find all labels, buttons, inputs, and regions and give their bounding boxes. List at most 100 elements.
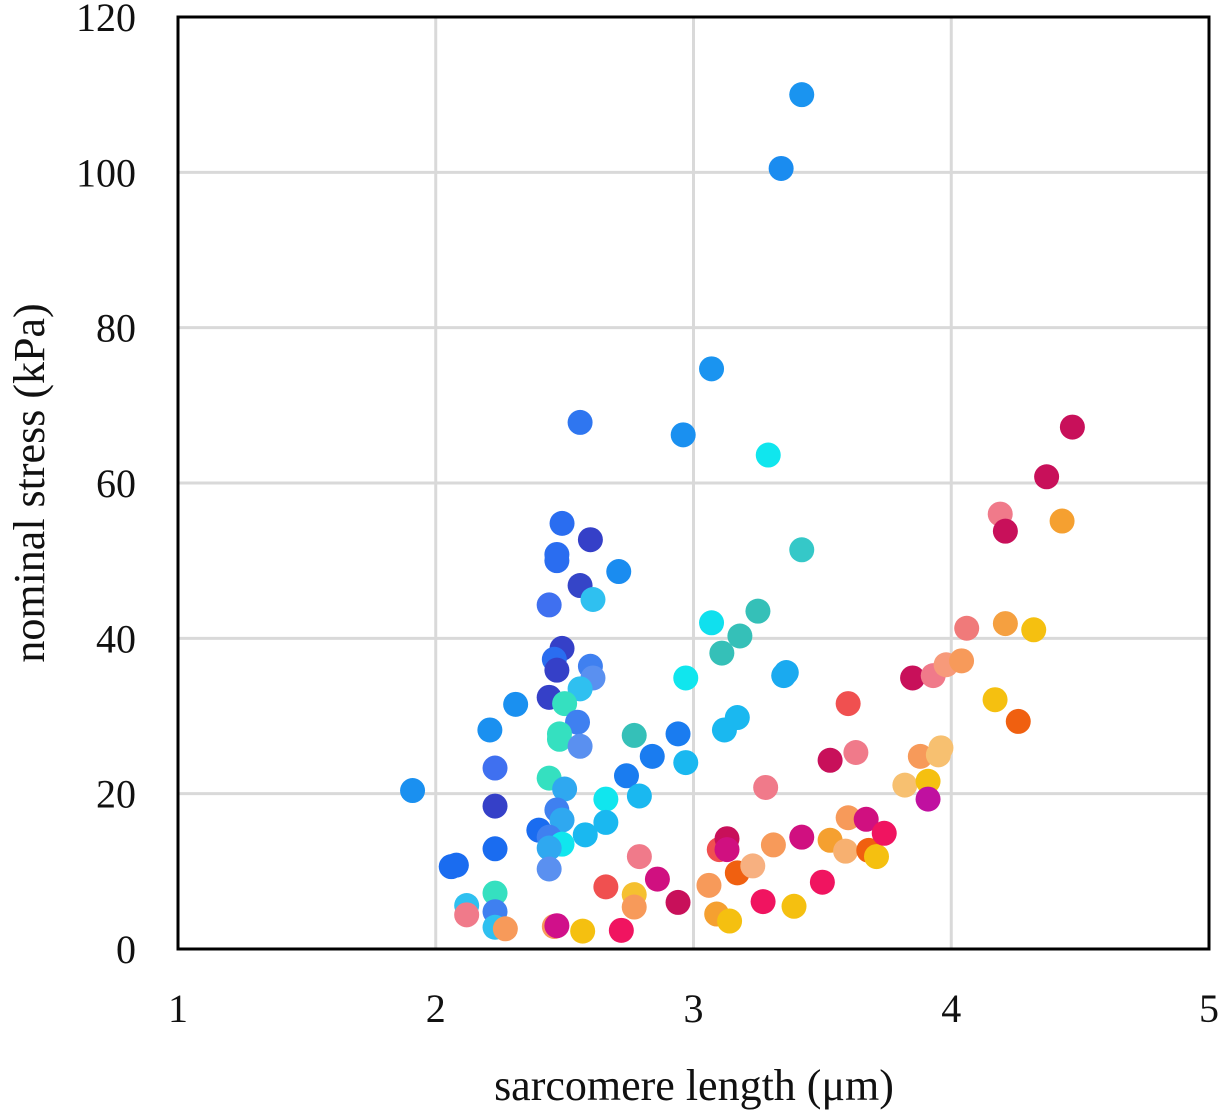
data-point xyxy=(454,902,480,928)
data-point xyxy=(570,918,596,944)
data-point xyxy=(593,786,619,812)
data-point xyxy=(482,755,508,781)
data-point xyxy=(626,844,652,870)
y-tick-label: 120 xyxy=(76,0,136,40)
data-point xyxy=(1005,708,1031,734)
data-point xyxy=(482,836,508,862)
data-point xyxy=(789,824,815,850)
x-tick-label: 5 xyxy=(1199,986,1219,1031)
data-point xyxy=(567,409,593,435)
data-point xyxy=(549,510,575,536)
data-points xyxy=(400,82,1085,944)
data-point xyxy=(871,820,897,846)
x-tick-label: 2 xyxy=(426,986,446,1031)
y-tick-labels: 0 20 40 60 80 100 120 xyxy=(76,0,136,972)
data-point xyxy=(567,733,593,759)
data-point xyxy=(400,778,426,804)
data-point xyxy=(949,648,975,674)
data-point xyxy=(593,809,619,835)
data-point xyxy=(809,869,835,895)
data-point xyxy=(773,660,799,686)
data-point xyxy=(665,889,691,915)
data-point xyxy=(714,837,740,863)
data-point xyxy=(593,874,619,900)
data-point xyxy=(673,665,699,691)
data-point xyxy=(567,676,593,702)
data-point xyxy=(626,783,652,809)
data-point xyxy=(621,722,647,748)
data-point xyxy=(544,548,570,574)
data-point xyxy=(544,657,570,683)
data-point xyxy=(833,838,859,864)
data-point xyxy=(768,155,794,181)
data-point xyxy=(670,422,696,448)
data-point xyxy=(709,640,735,666)
data-point xyxy=(608,917,634,943)
data-point xyxy=(644,866,670,892)
x-axis-title: sarcomere length (μm) xyxy=(494,1061,894,1110)
data-point xyxy=(536,835,562,861)
data-point xyxy=(1059,414,1085,440)
data-point xyxy=(482,880,508,906)
data-point xyxy=(835,691,861,717)
data-point xyxy=(892,772,918,798)
data-point xyxy=(982,687,1008,713)
data-point xyxy=(843,740,869,766)
data-point xyxy=(755,442,781,468)
data-point xyxy=(665,721,691,747)
data-point xyxy=(549,807,575,833)
x-tick-labels: 1 2 3 4 5 xyxy=(168,986,1219,1031)
data-point xyxy=(717,908,743,934)
data-point xyxy=(1034,464,1060,490)
data-point xyxy=(789,537,815,563)
data-point xyxy=(900,665,926,691)
data-point xyxy=(928,735,954,761)
data-point xyxy=(781,893,807,919)
y-tick-label: 80 xyxy=(96,306,136,351)
data-point xyxy=(443,852,469,878)
y-axis-title: nominal stress (kPa) xyxy=(5,303,54,662)
data-point xyxy=(1021,617,1047,643)
data-point xyxy=(740,853,766,879)
data-point xyxy=(817,747,843,773)
data-point xyxy=(613,763,639,789)
y-tick-label: 20 xyxy=(96,772,136,817)
data-point xyxy=(696,872,722,898)
data-point xyxy=(907,743,933,769)
data-point xyxy=(835,805,861,831)
y-tick-label: 100 xyxy=(76,150,136,195)
data-point xyxy=(745,598,771,624)
data-point xyxy=(760,832,786,858)
y-tick-label: 0 xyxy=(116,927,136,972)
data-point xyxy=(565,709,591,735)
data-point xyxy=(492,916,518,942)
data-point xyxy=(915,786,941,812)
plot-area-frame xyxy=(176,15,1211,951)
data-point xyxy=(711,717,737,743)
data-point xyxy=(992,611,1018,637)
data-point xyxy=(606,559,632,585)
y-tick-label: 60 xyxy=(96,461,136,506)
data-point xyxy=(915,768,941,794)
data-point xyxy=(621,894,647,920)
y-tick-label: 40 xyxy=(96,616,136,661)
data-point xyxy=(552,691,578,717)
data-point xyxy=(477,717,503,743)
data-point xyxy=(753,774,779,800)
data-point xyxy=(544,913,570,939)
data-point xyxy=(639,743,665,769)
data-point xyxy=(580,587,606,612)
data-point xyxy=(673,750,699,776)
data-point xyxy=(699,356,725,382)
data-point xyxy=(992,518,1018,544)
data-point xyxy=(503,691,529,717)
x-tick-label: 1 xyxy=(168,986,188,1031)
data-point xyxy=(864,844,890,870)
x-tick-label: 3 xyxy=(684,986,704,1031)
data-point xyxy=(536,856,562,882)
data-point xyxy=(536,592,562,618)
data-point xyxy=(577,527,603,553)
data-point xyxy=(546,726,572,752)
data-point xyxy=(727,623,753,649)
